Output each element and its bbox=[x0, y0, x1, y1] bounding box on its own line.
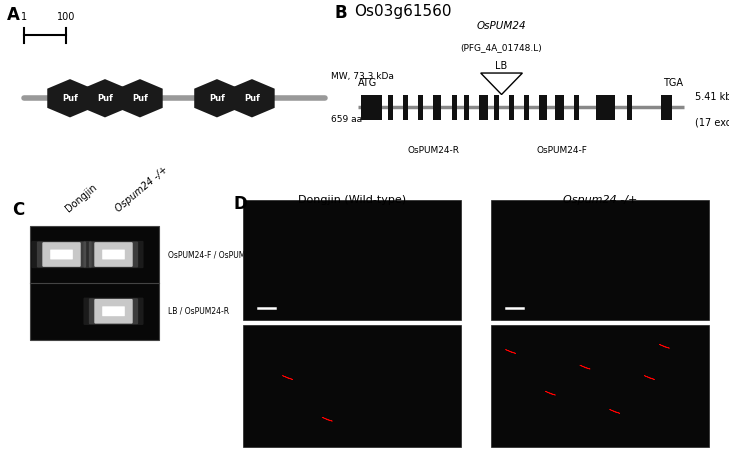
Text: Dongjin (Wild-type): Dongjin (Wild-type) bbox=[298, 195, 406, 205]
Bar bbox=[627, 95, 631, 120]
Text: Puf: Puf bbox=[97, 94, 113, 103]
Polygon shape bbox=[117, 79, 163, 117]
Polygon shape bbox=[282, 376, 293, 379]
Bar bbox=[509, 95, 514, 120]
Bar bbox=[491, 200, 709, 319]
Polygon shape bbox=[609, 409, 620, 413]
Polygon shape bbox=[229, 79, 275, 117]
Text: LB: LB bbox=[496, 61, 507, 71]
Text: (PFG_4A_01748.L): (PFG_4A_01748.L) bbox=[461, 43, 542, 52]
Bar bbox=[491, 325, 709, 447]
Bar bbox=[433, 95, 441, 120]
Text: LB / OsPUM24-R: LB / OsPUM24-R bbox=[168, 307, 229, 316]
Text: D: D bbox=[233, 195, 247, 213]
FancyBboxPatch shape bbox=[89, 241, 138, 267]
Polygon shape bbox=[194, 79, 240, 117]
Bar bbox=[596, 95, 615, 120]
FancyBboxPatch shape bbox=[83, 298, 144, 325]
Bar bbox=[388, 95, 393, 120]
Polygon shape bbox=[545, 391, 555, 395]
Text: Ospum24 -/+: Ospum24 -/+ bbox=[114, 164, 170, 214]
FancyBboxPatch shape bbox=[31, 241, 92, 268]
Polygon shape bbox=[580, 365, 590, 369]
Polygon shape bbox=[47, 79, 93, 117]
Text: Ospum24 -/+: Ospum24 -/+ bbox=[563, 195, 637, 205]
Text: Puf: Puf bbox=[62, 94, 78, 103]
Text: 5.41 kb: 5.41 kb bbox=[695, 92, 729, 101]
Bar bbox=[539, 95, 547, 120]
Text: (17 exons): (17 exons) bbox=[695, 117, 729, 128]
Text: B: B bbox=[335, 4, 348, 22]
FancyBboxPatch shape bbox=[94, 299, 133, 324]
Polygon shape bbox=[659, 344, 669, 348]
Text: Dongjin: Dongjin bbox=[64, 182, 99, 214]
Bar bbox=[362, 95, 382, 120]
FancyBboxPatch shape bbox=[37, 241, 86, 267]
FancyBboxPatch shape bbox=[102, 306, 125, 316]
Bar bbox=[452, 95, 457, 120]
Bar bbox=[494, 95, 499, 120]
Polygon shape bbox=[480, 73, 523, 95]
Polygon shape bbox=[82, 79, 128, 117]
FancyBboxPatch shape bbox=[94, 242, 133, 267]
Bar bbox=[403, 95, 408, 120]
Text: 100: 100 bbox=[58, 11, 76, 21]
Text: 659 aa: 659 aa bbox=[331, 115, 362, 124]
Text: A: A bbox=[7, 6, 20, 24]
Text: 1: 1 bbox=[21, 11, 28, 21]
FancyBboxPatch shape bbox=[89, 298, 138, 324]
Polygon shape bbox=[505, 350, 516, 353]
Bar bbox=[660, 95, 672, 120]
Bar bbox=[555, 95, 564, 120]
Text: OsPUM24-R: OsPUM24-R bbox=[408, 146, 459, 155]
Polygon shape bbox=[322, 417, 332, 421]
Text: Os03g61560: Os03g61560 bbox=[354, 4, 451, 19]
FancyBboxPatch shape bbox=[83, 241, 144, 268]
Text: Puf: Puf bbox=[244, 94, 260, 103]
FancyBboxPatch shape bbox=[42, 242, 81, 267]
Text: Puf: Puf bbox=[209, 94, 225, 103]
Text: OsPUM24-F / OsPUM24-R: OsPUM24-F / OsPUM24-R bbox=[168, 250, 263, 259]
Bar bbox=[479, 95, 488, 120]
Text: MW, 73.3 kDa: MW, 73.3 kDa bbox=[331, 72, 394, 81]
Bar bbox=[574, 95, 579, 120]
Text: ATG: ATG bbox=[357, 78, 377, 88]
Text: TGA: TGA bbox=[663, 78, 684, 88]
Text: OsPUM24-F: OsPUM24-F bbox=[537, 146, 588, 155]
Bar bbox=[464, 95, 469, 120]
Text: Puf: Puf bbox=[132, 94, 148, 103]
FancyBboxPatch shape bbox=[50, 250, 73, 260]
Bar bbox=[243, 325, 461, 447]
Polygon shape bbox=[644, 376, 655, 379]
Bar bbox=[524, 95, 529, 120]
Bar bbox=[243, 200, 461, 319]
Text: OsPUM24: OsPUM24 bbox=[477, 21, 526, 32]
FancyBboxPatch shape bbox=[102, 250, 125, 260]
Bar bbox=[30, 226, 159, 340]
Bar bbox=[418, 95, 423, 120]
Text: C: C bbox=[12, 202, 24, 219]
